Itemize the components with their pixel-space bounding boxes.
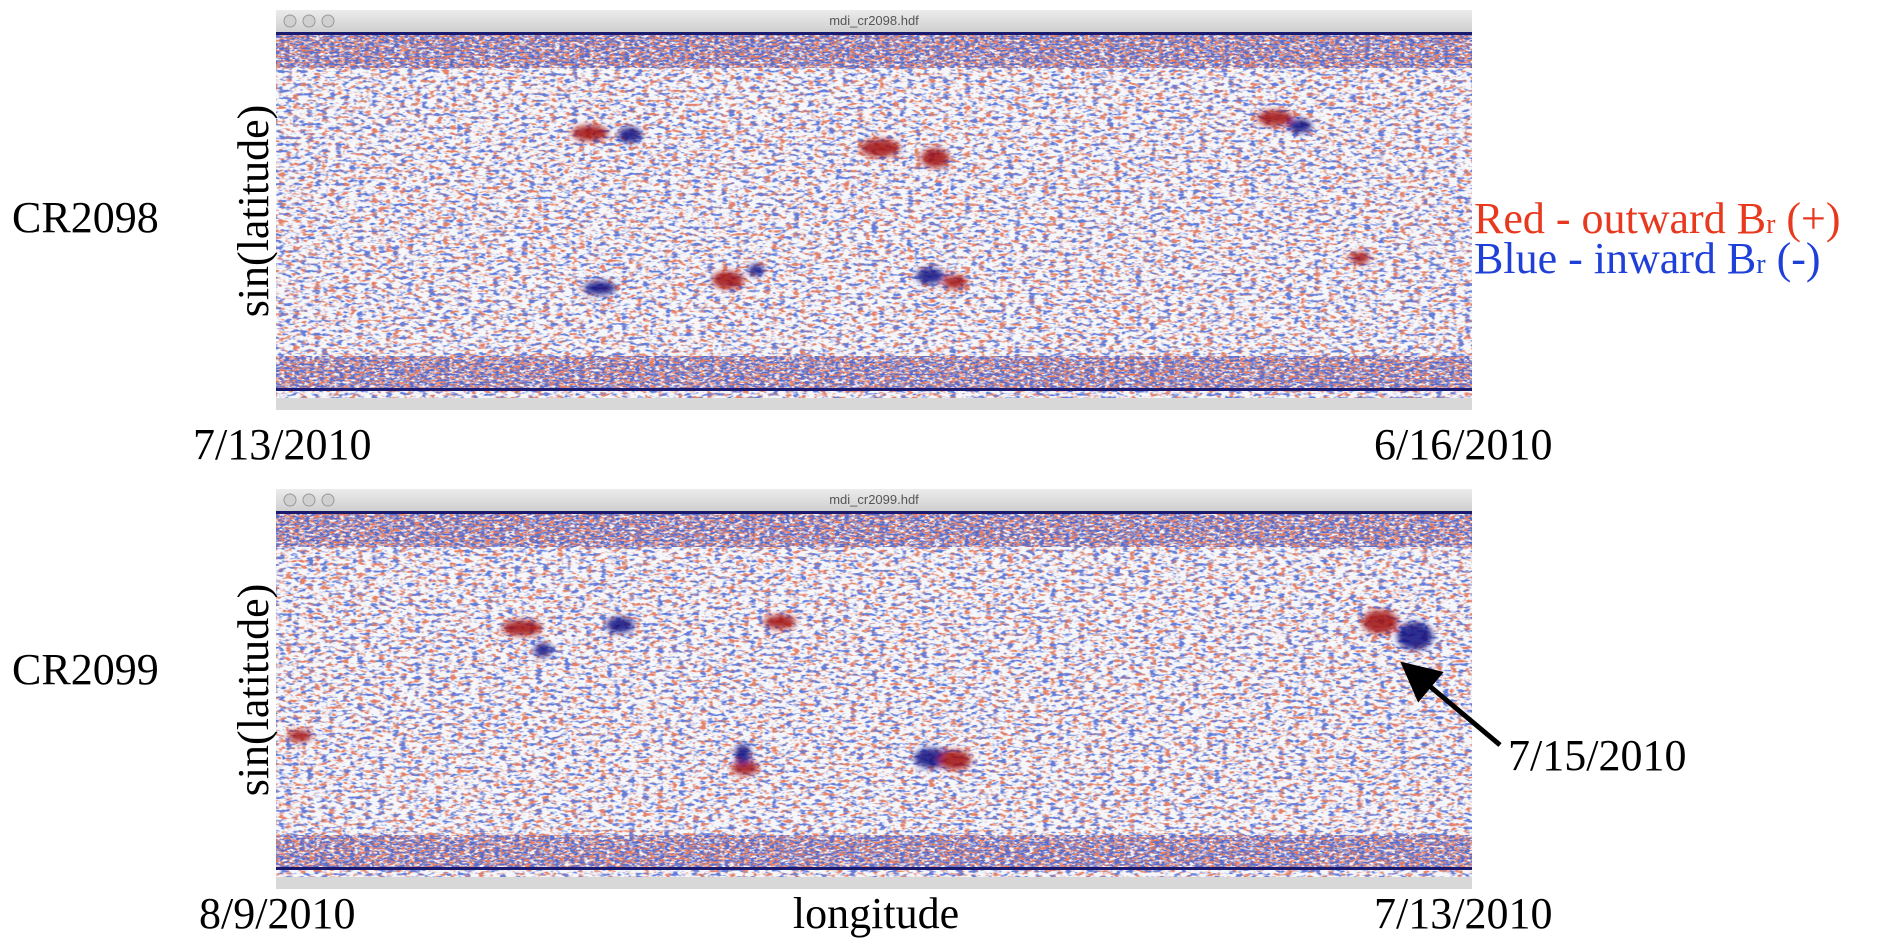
window-button[interactable] [302, 493, 316, 507]
window-button[interactable] [302, 14, 316, 28]
window-1: mdi_cr2098.hdf [276, 10, 1472, 410]
date-label: 7/13/2010 [193, 420, 371, 469]
window-title: mdi_cr2098.hdf [829, 13, 919, 28]
window-button[interactable] [321, 493, 335, 507]
window-title: mdi_cr2099.hdf [829, 492, 919, 507]
y-axis-label: sin(latitude) [229, 584, 278, 797]
date-label: 8/9/2010 [199, 889, 355, 938]
magnetogram [276, 511, 1472, 877]
panel-label: CR2099 [12, 645, 159, 694]
window-button[interactable] [283, 493, 297, 507]
window-2: mdi_cr2099.hdf [276, 489, 1472, 889]
legend-entry: Red - outward Br (+) [1474, 194, 1841, 243]
annotation: 7/15/2010 [1508, 731, 1686, 780]
title-bar [276, 489, 1472, 511]
y-axis-label: sin(latitude) [229, 105, 278, 318]
window-button[interactable] [283, 14, 297, 28]
window-button[interactable] [321, 14, 335, 28]
magnetogram [276, 32, 1472, 398]
annotation-arrow [1400, 661, 1502, 747]
date-label: 7/13/2010 [1374, 889, 1552, 938]
title-bar [276, 10, 1472, 32]
x-axis-label: longitude [793, 889, 959, 938]
date-label: 6/16/2010 [1374, 420, 1552, 469]
panel-label: CR2098 [12, 193, 159, 242]
legend-entry: Blue - inward Br (-) [1474, 234, 1821, 283]
